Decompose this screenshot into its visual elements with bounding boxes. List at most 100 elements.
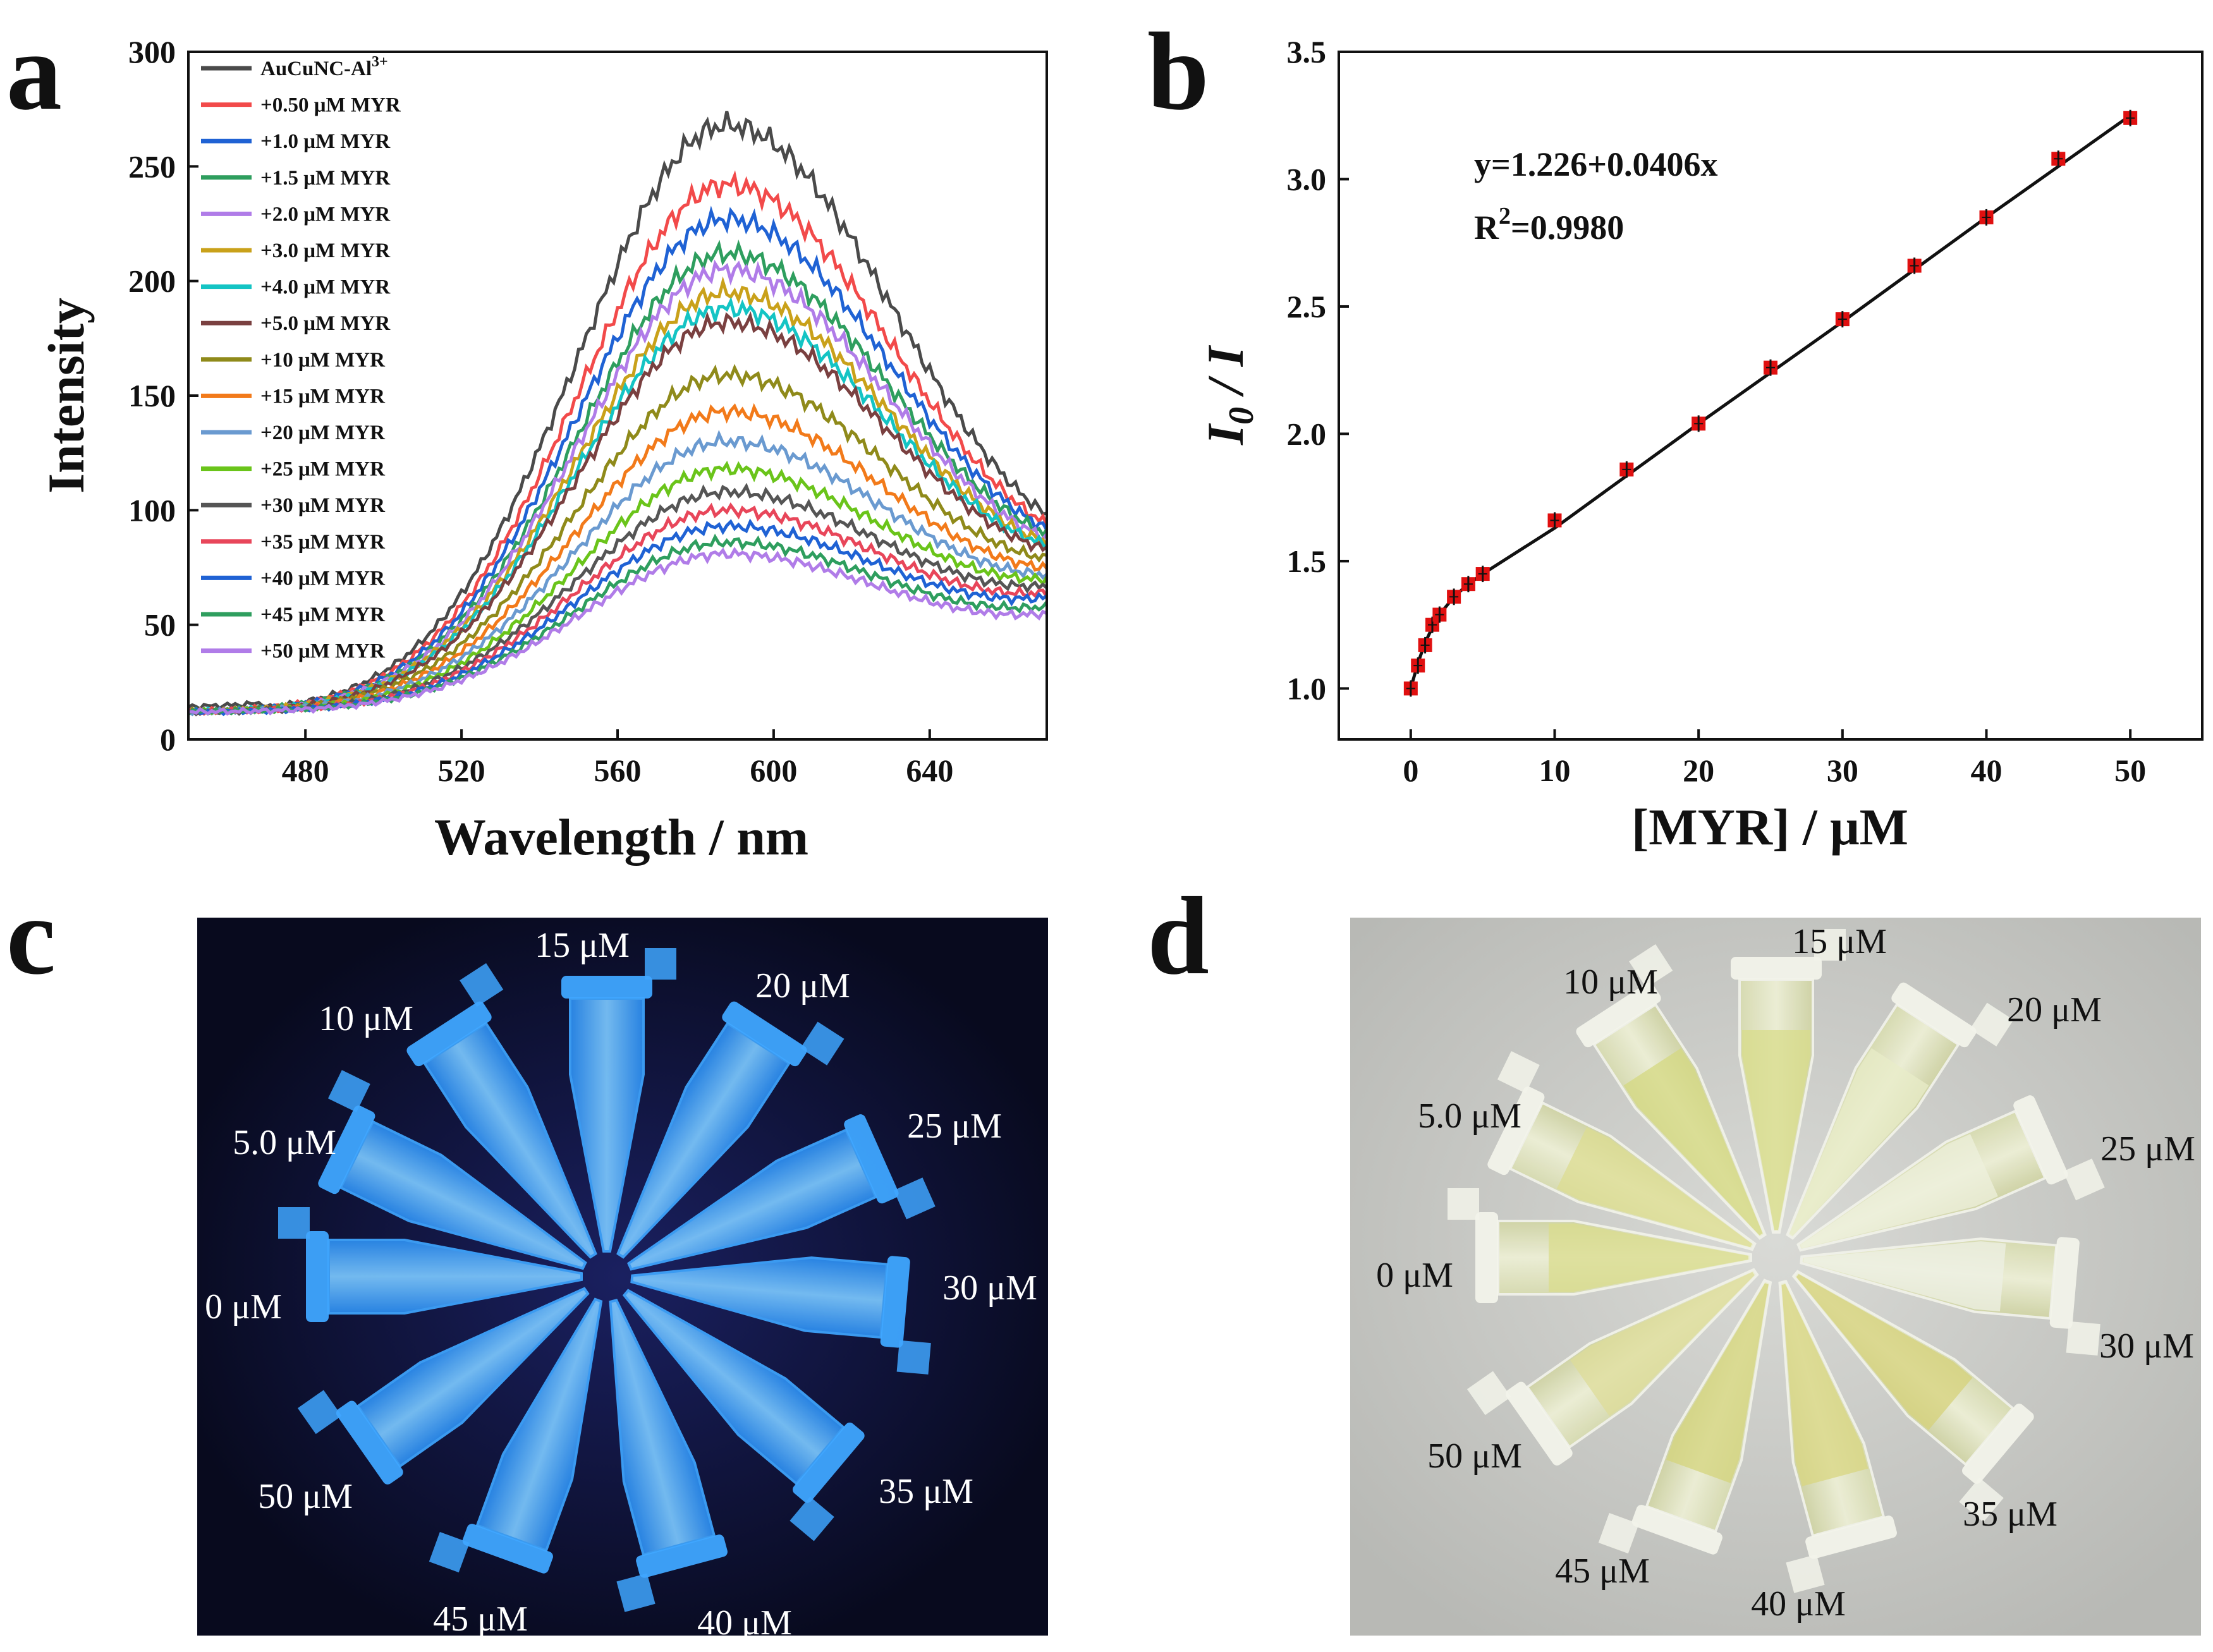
tube — [616, 1001, 844, 1259]
fit-line — [1409, 114, 2131, 689]
tube-lid — [2063, 1158, 2105, 1201]
calibration-plot-content — [1403, 109, 2138, 697]
tube-rim — [1631, 1505, 1722, 1555]
tube-label: 50 μM — [1427, 1436, 1522, 1476]
legend-label: AuCuNC-Al3+ — [260, 54, 388, 80]
tube-label: 15 μM — [1792, 922, 1887, 961]
tube-liquid — [1666, 1283, 1769, 1483]
tube-rim — [1731, 957, 1822, 980]
spectrum-line — [188, 311, 1048, 717]
tube-lid — [1786, 1554, 1825, 1593]
tube-labels-c: 15 μM 20 μM 10 μM 25 μM 5.0 μM 30 μM 0 μ… — [205, 926, 1037, 1643]
x-tick-label: 30 — [1827, 753, 1858, 788]
legend-label: +0.50 μM MYR — [260, 94, 401, 117]
tube — [1778, 1279, 1897, 1593]
legend-label: +1.0 μM MYR — [260, 130, 391, 153]
tube-lid — [1466, 1371, 1511, 1416]
tube-label: 40 μM — [1751, 1584, 1846, 1624]
tube-label: 5.0 μM — [233, 1123, 336, 1162]
tube-lid — [1814, 929, 1846, 961]
x-tick-label: 20 — [1683, 753, 1714, 788]
tube — [1786, 982, 2014, 1240]
legend-label: +25 μM MYR — [260, 458, 386, 481]
y-tick-label: 300 — [128, 34, 176, 70]
x-tick-label: 520 — [438, 753, 485, 788]
legend-label: +15 μM MYR — [260, 385, 386, 408]
tube-rim — [336, 1400, 403, 1485]
tube — [1598, 1278, 1772, 1555]
y-tick-label: 50 — [144, 607, 176, 643]
tube-liquid — [1789, 1048, 1929, 1236]
tube-liquid — [1549, 1224, 1748, 1292]
axis-ticks-a: 480 520 560 600 640 0 50 100 150 200 250 300 — [128, 34, 953, 788]
tube-lid — [2066, 1321, 2100, 1356]
legend-a: AuCuNC-Al3+ +0.50 μM MYR +1.0 μM MYR +1.5 μ… — [201, 54, 401, 663]
tube-rim — [1805, 1515, 1897, 1559]
tube-lid — [429, 1532, 470, 1573]
tube-rim — [1487, 1086, 1545, 1175]
x-tick-label: 10 — [1539, 753, 1571, 788]
spectrum-line — [188, 547, 1048, 716]
tube — [429, 1297, 603, 1574]
tube-liquid — [1742, 1030, 1810, 1230]
x-axis-title-b: [MYR] / μM — [1631, 798, 1908, 856]
tube-lid — [1448, 1188, 1479, 1220]
tube-rim — [1891, 982, 1977, 1048]
tube — [622, 1289, 865, 1541]
tube-liquid — [1570, 1272, 1755, 1416]
tube-lid — [327, 1070, 370, 1113]
tube-rim — [844, 1114, 899, 1204]
panel-letter-b: b — [1147, 10, 1209, 133]
tube-lid — [1598, 1513, 1639, 1554]
tube-label: 45 μM — [1555, 1552, 1650, 1591]
tube-rim — [306, 1231, 329, 1322]
legend-superscript: 3+ — [372, 54, 388, 70]
legend-label: +20 μM MYR — [260, 422, 386, 444]
panel-a: a 480 520 560 600 640 0 50 100 150 200 250 300 AuCu… — [6, 10, 1049, 866]
panel-letter-a: a — [6, 10, 62, 133]
tube-lid — [278, 1207, 310, 1239]
tube-lid — [297, 1390, 342, 1435]
tube — [1487, 1051, 1757, 1251]
tube-lid — [1497, 1051, 1540, 1094]
r-squared: R2=0.9980 — [1474, 203, 1624, 246]
tube-label: 30 μM — [942, 1268, 1037, 1308]
tube-label: 30 μM — [2099, 1327, 2194, 1366]
tube-liquid — [1781, 1284, 1869, 1486]
tube-labels-d: 15 μM 10 μM 20 μM 5.0 μM 25 μM 0 μM 30 μ… — [1376, 922, 2195, 1624]
tube-lid — [460, 963, 504, 1007]
legend-label: +50 μM MYR — [260, 640, 386, 663]
tube — [1466, 1268, 1759, 1466]
tube-label: 10 μM — [319, 999, 413, 1038]
panel-letter-d: d — [1147, 875, 1209, 998]
tube-rim — [1962, 1403, 2034, 1484]
tube-label: 20 μM — [2007, 990, 2102, 1029]
tube-lid — [1970, 1002, 2014, 1047]
tube — [627, 1114, 936, 1271]
y-tick-label: 3.0 — [1287, 161, 1327, 197]
tube — [318, 1070, 587, 1270]
tube-liquid — [1800, 1134, 1998, 1248]
tube-rim — [561, 976, 652, 999]
tube-rim — [1505, 1382, 1573, 1466]
y-tick-label: 1.0 — [1287, 671, 1327, 706]
tube-label: 10 μM — [1563, 963, 1658, 1002]
tube-rim — [318, 1105, 375, 1194]
x-tick-label: 640 — [906, 753, 953, 788]
y-tick-label: 3.5 — [1287, 34, 1327, 70]
y-axis-title-b: I0 / I — [1197, 344, 1261, 446]
x-tick-label: 560 — [594, 753, 642, 788]
tube-lid — [616, 1573, 655, 1612]
tube-label: 5.0 μM — [1418, 1096, 1521, 1136]
plot-frame-b — [1338, 51, 2204, 741]
tube-lid — [645, 948, 676, 980]
spectrum-line — [188, 482, 1048, 717]
legend-label: +3.0 μM MYR — [260, 240, 391, 262]
tube-label: 0 μM — [205, 1287, 282, 1327]
y-tick-label: 0 — [160, 722, 176, 757]
tube — [1796, 1095, 2105, 1252]
legend-label: +35 μM MYR — [260, 531, 386, 554]
y-tick-label: 100 — [128, 492, 176, 528]
tube-rim — [793, 1422, 865, 1503]
